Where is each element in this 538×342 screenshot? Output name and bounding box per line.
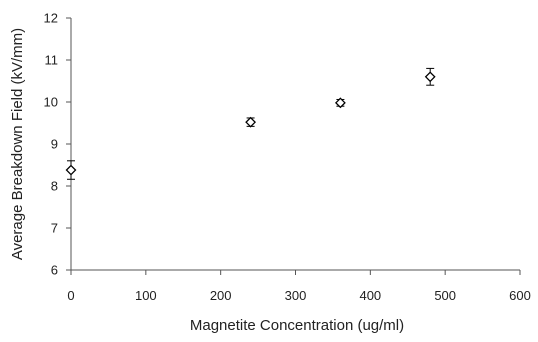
- y-tick-label: 9: [51, 137, 58, 152]
- diamond-marker: [65, 164, 77, 176]
- y-tick-label: 6: [51, 263, 58, 278]
- x-axis-label: Magnetite Concentration (ug/ml): [190, 317, 404, 334]
- y-tick-label: 8: [51, 179, 58, 194]
- x-tick-label: 100: [135, 288, 157, 303]
- x-tick-label: 500: [434, 288, 456, 303]
- diamond-marker: [245, 116, 257, 128]
- y-axis-label: Average Breakdown Field (kV/mm): [9, 28, 26, 260]
- data-points: [65, 67, 436, 180]
- diamond-marker: [334, 97, 346, 109]
- x-tick-label: 300: [285, 288, 307, 303]
- y-tick-label: 12: [44, 11, 58, 26]
- data-point: [245, 116, 257, 128]
- y-tick-label: 7: [51, 221, 58, 236]
- x-tick-label: 600: [509, 288, 531, 303]
- y-tick-label: 10: [44, 95, 58, 110]
- y-tick-label: 11: [45, 53, 59, 68]
- diamond-marker: [424, 71, 436, 83]
- data-point: [65, 160, 77, 180]
- x-tick-label: 400: [359, 288, 381, 303]
- data-point: [424, 67, 436, 86]
- data-point: [334, 97, 346, 109]
- x-tick-label: 0: [67, 288, 74, 303]
- axes: 6 7 8 9 10 11 12 0 100 200 300 400 500 600: [44, 11, 531, 304]
- x-tick-label: 200: [210, 288, 232, 303]
